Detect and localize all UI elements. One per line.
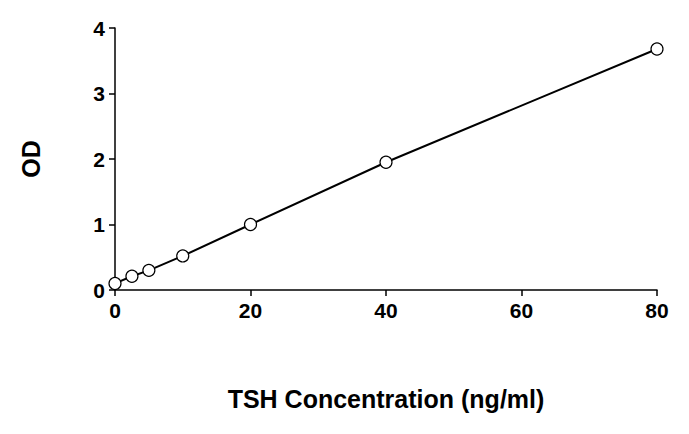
- svg-text:OD: OD: [17, 140, 45, 178]
- svg-text:TSH Concentration (ng/ml): TSH Concentration (ng/ml): [228, 385, 545, 413]
- svg-text:60: 60: [510, 299, 533, 322]
- svg-text:0: 0: [93, 279, 105, 302]
- svg-text:40: 40: [374, 299, 397, 322]
- svg-text:80: 80: [645, 299, 668, 322]
- svg-text:3: 3: [93, 82, 105, 105]
- svg-text:0: 0: [109, 299, 121, 322]
- svg-text:1: 1: [93, 213, 105, 236]
- svg-text:2: 2: [93, 148, 105, 171]
- svg-text:20: 20: [239, 299, 262, 322]
- svg-text:4: 4: [93, 17, 105, 40]
